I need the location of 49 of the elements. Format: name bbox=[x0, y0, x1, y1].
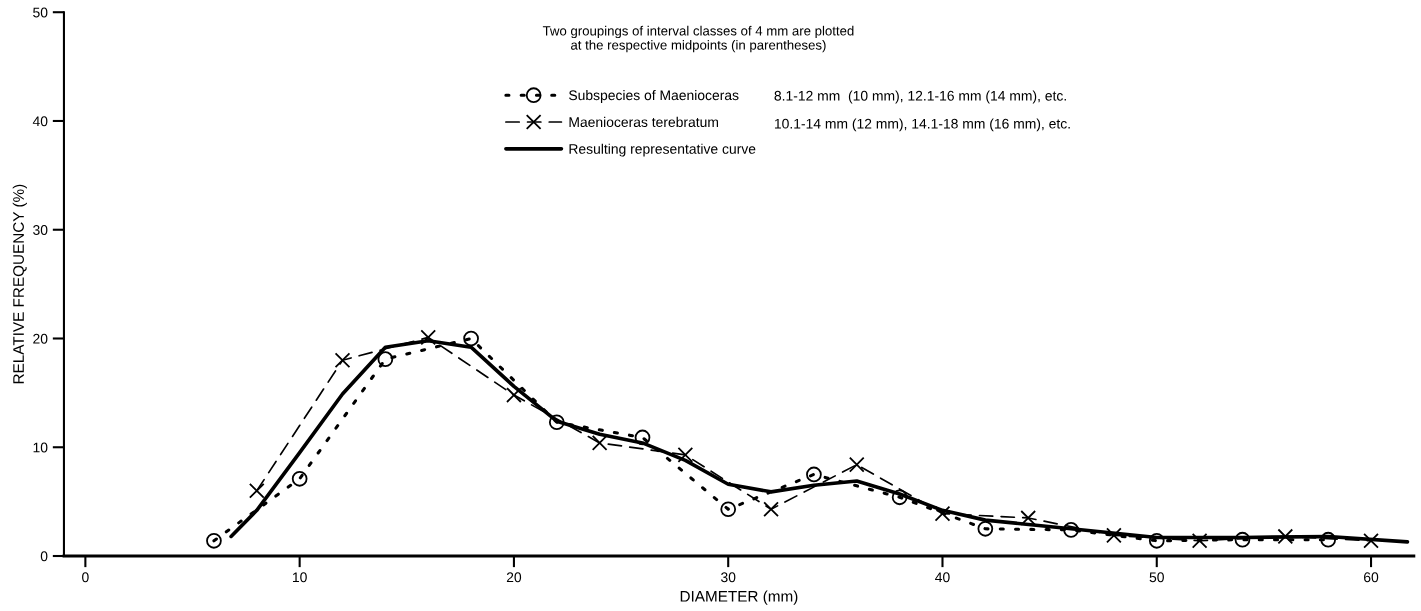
x-tick-label: 50 bbox=[1149, 572, 1164, 583]
legend-label: Maenioceras terebratum bbox=[569, 116, 718, 128]
point bbox=[206, 532, 222, 549]
y-tick-label: 40 bbox=[32, 116, 48, 127]
point bbox=[891, 489, 908, 506]
point bbox=[1063, 522, 1079, 538]
point bbox=[463, 330, 479, 347]
point bbox=[591, 435, 608, 451]
point bbox=[848, 456, 865, 473]
point bbox=[720, 501, 737, 518]
point bbox=[1020, 510, 1037, 526]
annotation: 8.1-12 mm (10 mm), 12.1-16 mm (14 mm), etc. bbox=[774, 90, 1066, 104]
legend-label: Resulting representative curve bbox=[569, 143, 756, 157]
point bbox=[334, 352, 351, 369]
point bbox=[548, 414, 565, 431]
x-tick-label: 30 bbox=[721, 572, 736, 583]
point bbox=[806, 466, 822, 483]
point bbox=[1106, 527, 1122, 544]
y-tick-label: 10 bbox=[33, 442, 48, 453]
point bbox=[291, 470, 308, 487]
x-tick-label: 40 bbox=[935, 572, 950, 583]
point bbox=[977, 520, 994, 537]
point bbox=[634, 429, 651, 446]
x-tick-label: 0 bbox=[82, 572, 89, 583]
annotation: Two groupings of interval classes of 4 mm are plotted at the respective midpoints (in parentheses) bbox=[542, 25, 854, 53]
point bbox=[377, 351, 394, 368]
point bbox=[506, 387, 522, 403]
point bbox=[1363, 532, 1379, 549]
point bbox=[677, 447, 694, 463]
point bbox=[248, 482, 265, 499]
y-tick-label: 20 bbox=[33, 333, 48, 344]
point bbox=[934, 505, 951, 522]
x-tick-label: 10 bbox=[292, 572, 307, 583]
point bbox=[1320, 531, 1337, 548]
x-axis-title: DIAMETER (mm) bbox=[680, 590, 798, 605]
annotation: 10.1-14 mm (12 mm), 14.1-18 mm (16 mm), etc. bbox=[774, 118, 1070, 132]
point bbox=[763, 501, 779, 518]
x-tick-label: 60 bbox=[1364, 572, 1379, 583]
y-tick-label: 0 bbox=[40, 551, 48, 562]
point bbox=[1277, 528, 1294, 545]
x-tick-label: 20 bbox=[506, 572, 522, 583]
y-tick-label: 50 bbox=[33, 7, 48, 18]
y-axis-title: RELATIVE FREQUENCY (%) bbox=[12, 184, 27, 384]
point bbox=[420, 329, 437, 346]
y-tick-label: 30 bbox=[33, 225, 48, 235]
legend-label: Subspecies of Maenioceras bbox=[569, 89, 739, 103]
point bbox=[1191, 532, 1208, 549]
point bbox=[1234, 531, 1251, 548]
point bbox=[1148, 532, 1165, 549]
